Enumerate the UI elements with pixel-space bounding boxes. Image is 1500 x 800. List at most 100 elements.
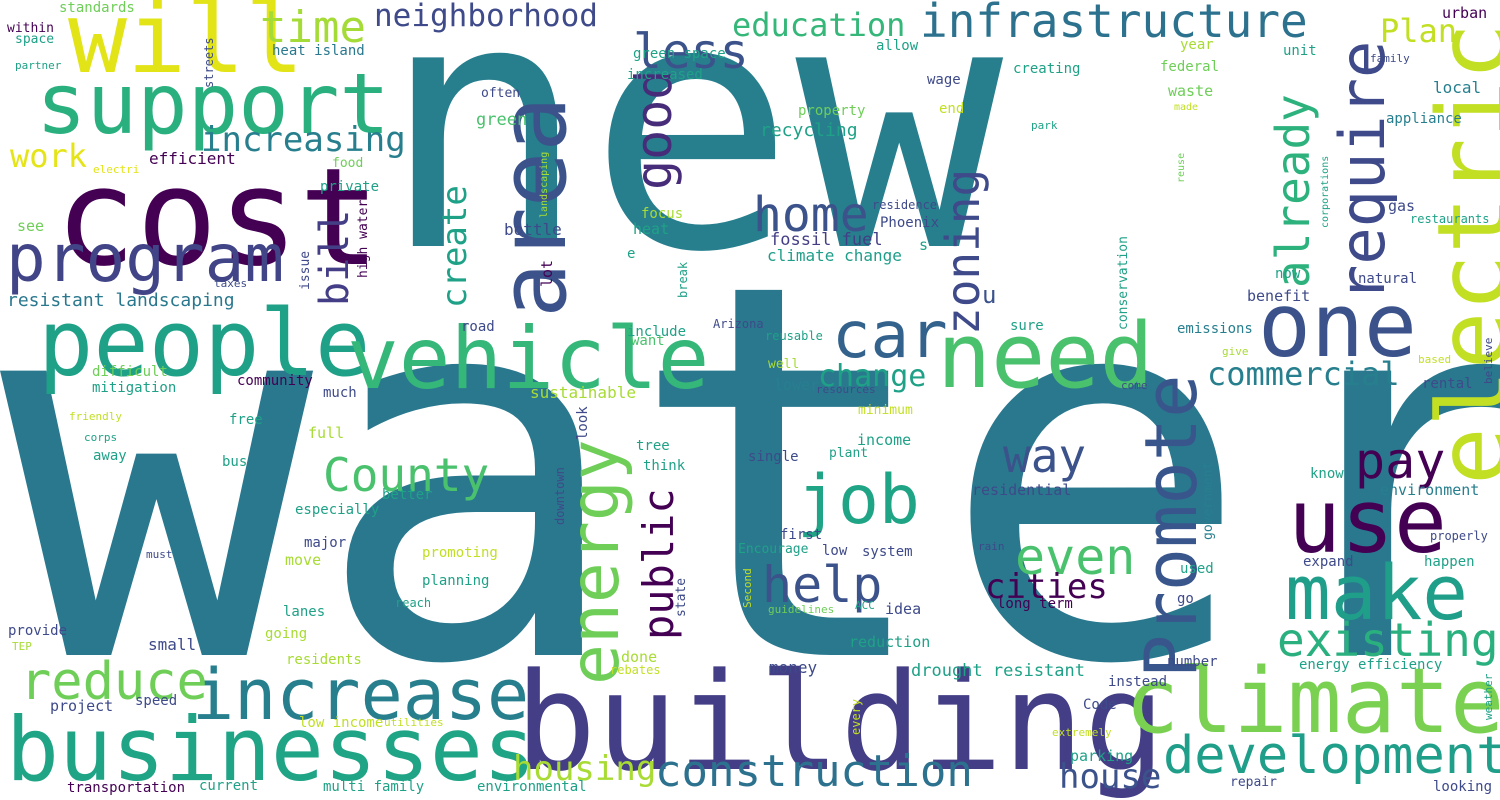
word-major: major [304,535,347,551]
word-within: within [7,21,54,36]
word-resources: resources [816,383,876,396]
word-even: even [1015,528,1136,586]
word-cities: cities [985,567,1108,607]
word-infrastructure: infrastructure [920,0,1308,48]
word-number: number [1167,654,1218,670]
word-Plan: Plan [1380,12,1458,50]
word-promoting: promoting [422,545,498,561]
word-now: now [1275,266,1301,282]
word-Phoenix: Phoenix [880,215,940,231]
word-Encourage: Encourage [738,542,809,557]
word-money: money [769,658,818,677]
word-gas: gas [1388,197,1416,215]
word-much: much [323,385,357,401]
word-private: private [320,179,380,195]
word-system: system [862,544,913,560]
word-partner: partner [15,59,62,72]
word-rain: rain [978,540,1005,553]
word-going: going [265,626,308,642]
word-u: u [982,281,997,309]
word-green: green [476,110,528,130]
word-tree: tree [636,438,670,454]
word-difficult: difficult [92,364,168,380]
word-benefit: benefit [1247,287,1311,305]
word-state: state [674,577,689,617]
word-water: water [0,172,1500,778]
word-lanes: lanes [283,604,326,620]
word-residential: residential [972,481,1072,499]
word-climate-change: climate change [767,246,902,265]
word-road: road [461,319,495,335]
word-restaurants: restaurants [1410,212,1490,226]
word-reduce: reduce [20,652,208,712]
word-allow: allow [876,38,919,54]
word-first: first [780,527,823,543]
word-must: must [146,548,173,561]
word-residents: residents [286,652,362,668]
word-community: community [237,373,313,389]
word-reuse: reuse [1176,152,1187,183]
word-space: space [15,32,55,47]
word-repair: repair [1230,775,1277,790]
word-heat: heat [633,220,670,238]
word-often: often [481,86,521,101]
word-change: change [818,359,927,394]
word-house: house [1059,757,1162,797]
word-full: full [308,424,345,442]
word-e: e [627,246,636,262]
word-increasing: increasing [201,120,406,160]
word-instead: instead [1108,674,1168,690]
word-help: help [762,556,883,614]
word-increase: increase [192,654,530,736]
word-issue: issue [298,250,313,290]
word-provide: provide [8,623,68,639]
word-development: development [1163,726,1500,786]
word-County: County [323,448,490,502]
word-TEP: TEP [12,640,32,653]
word-need: need [937,304,1154,409]
word-support: support [36,55,391,153]
word-car: car [832,299,948,373]
word-will: will [68,0,305,96]
word-property: property [798,103,866,119]
word-think: think [643,458,686,474]
word-make: make [1285,548,1469,637]
word-public: public [634,488,683,640]
word-reach: reach [395,596,432,610]
word-time: time [260,2,366,53]
word-new: new [380,0,1004,328]
word-parking: parking [1070,747,1134,765]
word-natural: natural [1358,271,1418,287]
word-know: know [1310,466,1344,482]
word-ACC: ACC [855,599,875,612]
word-lower: lower [774,376,820,394]
word-increased: increased [627,67,703,83]
word-efficient: efficient [149,149,236,168]
word-believe: believe [1482,337,1495,384]
word-heat-island: heat island [272,43,365,59]
word-local: local [1433,78,1482,97]
word-project: project [50,697,114,715]
word-good: good [625,69,683,190]
word-utilities: utilities [384,716,444,729]
word-waste: waste [1168,82,1214,100]
word-streets: streets [202,37,216,88]
word-Second: Second [741,568,754,608]
word-park: park [1031,119,1058,132]
word-corporations: corporations [1320,155,1331,228]
word-environment: environment [1380,481,1480,499]
word-better: better [382,487,433,503]
word-home: home [753,187,869,243]
word-conservation: conservation [1116,236,1131,330]
word-rebates: rebates [610,663,661,677]
word-downtown: downtown [553,467,567,525]
word-people: people [38,290,371,397]
word-properly: properly [1430,529,1488,543]
word-federal: federal [1160,59,1220,75]
word-creating: creating [1013,61,1081,77]
word-income: income [857,431,912,449]
word-sustainable: sustainable [530,383,636,402]
word-cost: cost [55,139,381,296]
word-electri: electri [93,163,140,176]
word-taxes: taxes [214,277,248,290]
